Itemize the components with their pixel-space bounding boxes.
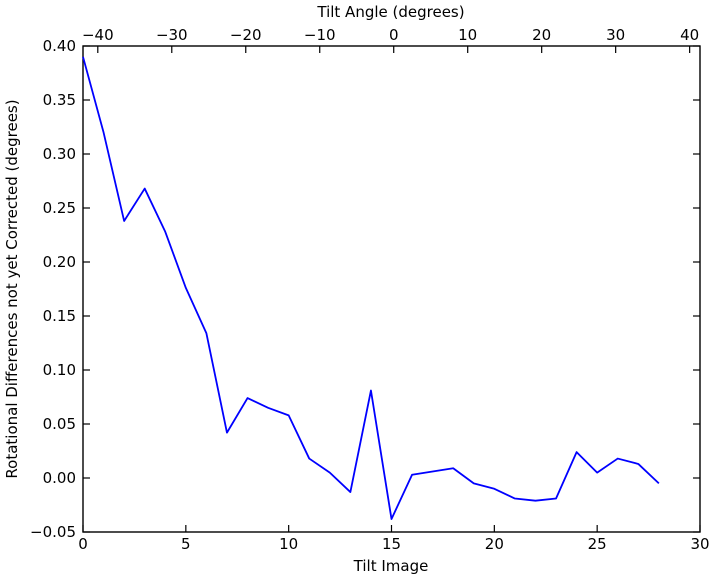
y-tick-label: 0.30 [43,145,76,163]
x-tick-label: 15 [382,535,401,553]
top-x-tick-label: 10 [458,26,477,44]
top-x-tick-label: 20 [532,26,551,44]
x-tick-label: 0 [78,535,88,553]
top-x-tick-label: 40 [680,26,699,44]
y-tick-label: 0.40 [43,37,76,55]
top-x-tick-label: 30 [606,26,625,44]
tick-marks [82,45,701,533]
y-tick-label: 0.35 [43,91,76,109]
top-x-tick-label: −10 [304,26,336,44]
y-tick-label: 0.05 [43,415,76,433]
plot-frame [82,45,701,533]
y-axis-title: Rotational Differences not yet Corrected… [3,99,21,478]
top-x-tick-label: −30 [156,26,188,44]
x-tick-label: 5 [181,535,191,553]
x-tick-label: 25 [588,535,607,553]
x-axis-title: Tilt Image [353,557,429,575]
y-tick-label: 0.15 [43,307,76,325]
top-x-tick-label: 0 [389,26,399,44]
y-tick-label: 0.10 [43,361,76,379]
y-tick-label: 0.25 [43,199,76,217]
top-axis-title: Tilt Angle (degrees) [316,3,464,21]
tick-labels: 0 5 10 15 20 25 30 −40 −30 −20 −10 0 10 20 30 40 −0.05 0.… [30,26,710,553]
data-series-line [82,56,660,520]
y-tick-label: 0.20 [43,253,76,271]
y-tick-label: −0.05 [30,523,76,541]
top-x-tick-label: −40 [82,26,114,44]
x-tick-label: 10 [279,535,298,553]
axes-spines [82,45,701,533]
x-tick-label: 30 [690,535,709,553]
y-tick-label: 0.00 [43,469,76,487]
data-series [82,56,660,520]
x-tick-label: 20 [485,535,504,553]
top-x-tick-label: −20 [230,26,262,44]
